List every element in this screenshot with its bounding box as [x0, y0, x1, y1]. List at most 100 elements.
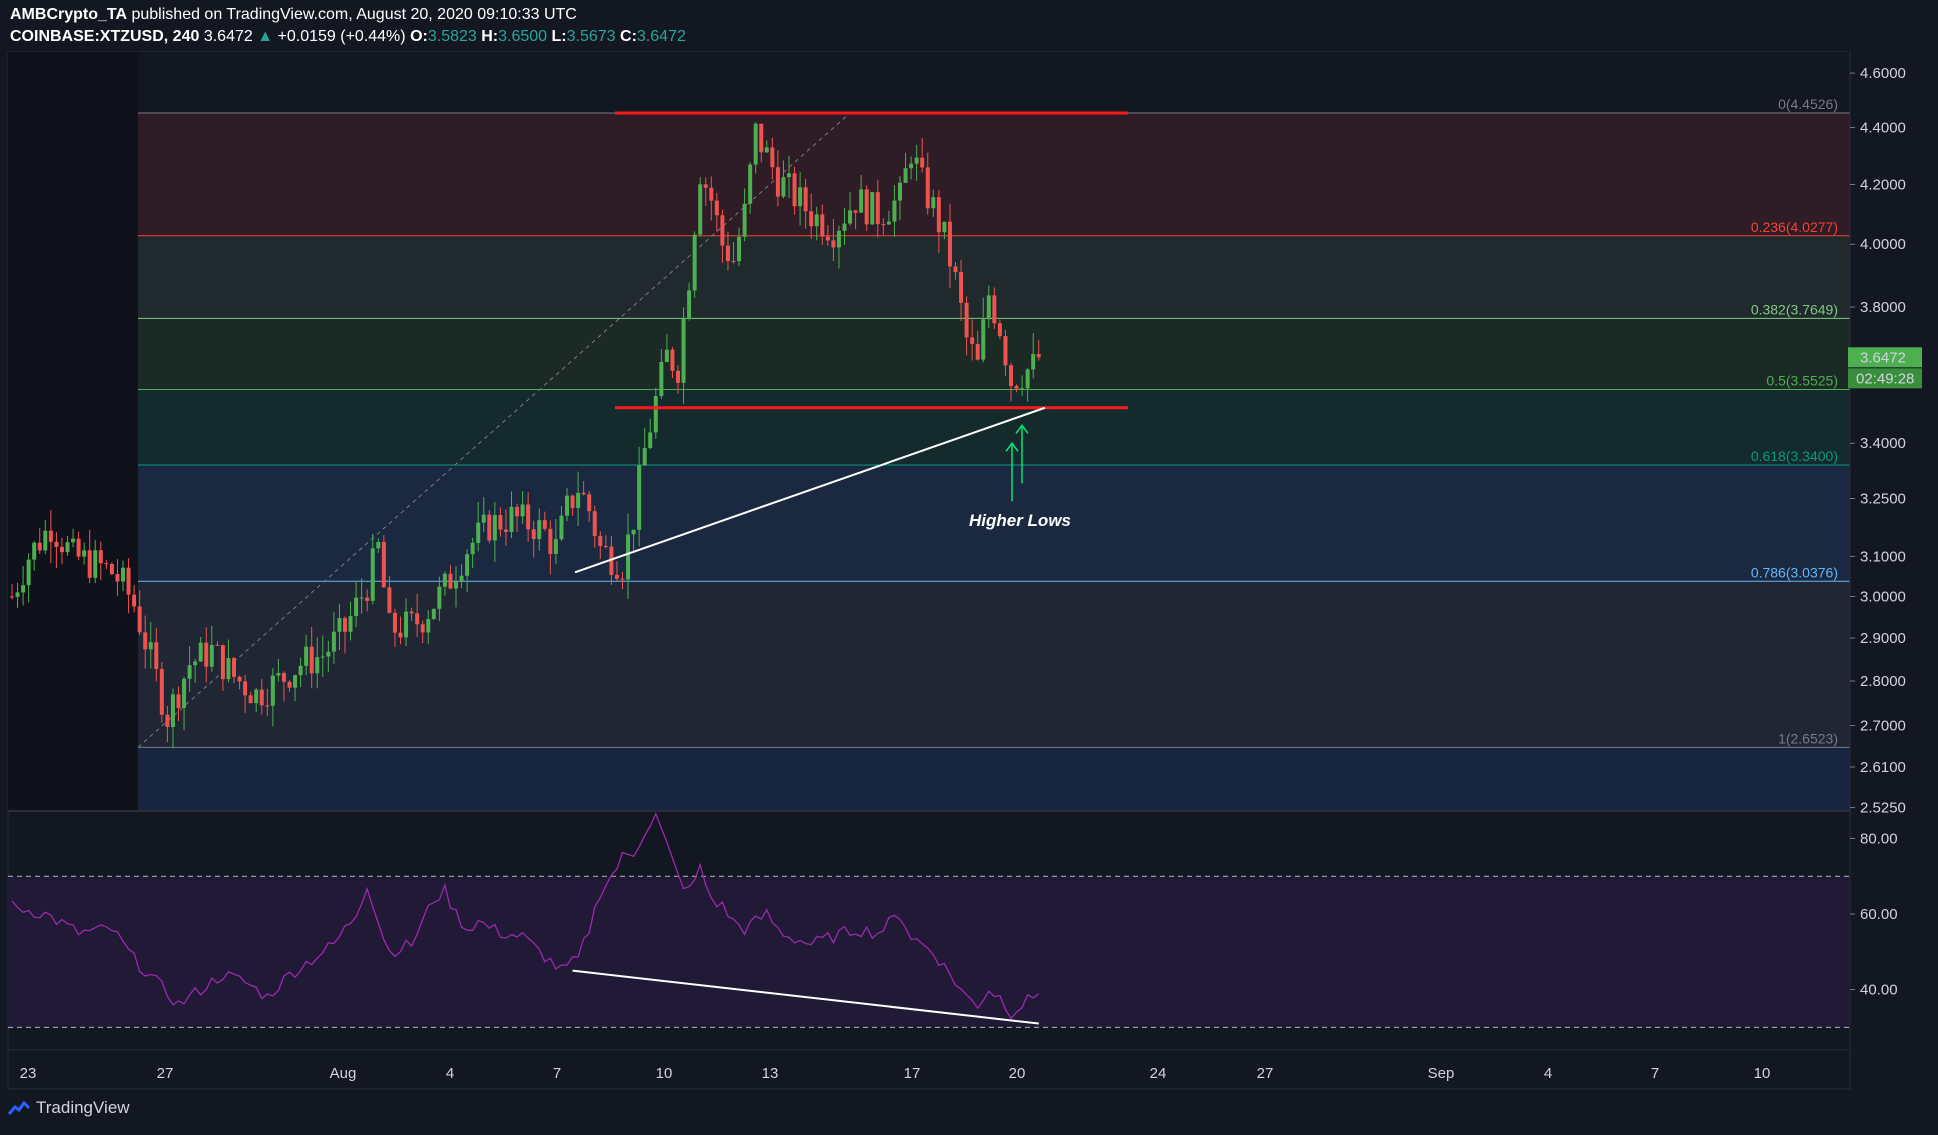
candle[interactable] — [576, 492, 581, 508]
candle[interactable] — [914, 157, 919, 164]
symbol-name[interactable]: COINBASE:XTZUSD, 240 — [10, 28, 200, 45]
rsi-line[interactable] — [11, 812, 1040, 1020]
candle[interactable] — [637, 465, 642, 530]
candle[interactable] — [298, 665, 303, 676]
candle[interactable] — [709, 187, 714, 201]
candle[interactable] — [115, 574, 120, 582]
candle[interactable] — [237, 676, 242, 682]
candle[interactable] — [642, 447, 647, 466]
candle[interactable] — [165, 714, 170, 727]
candle[interactable] — [931, 197, 936, 209]
candle[interactable] — [481, 514, 486, 523]
candle[interactable] — [831, 240, 836, 248]
candle[interactable] — [881, 224, 886, 226]
candle[interactable] — [909, 163, 914, 169]
candle[interactable] — [714, 200, 719, 216]
candle[interactable] — [32, 542, 37, 560]
candle[interactable] — [331, 631, 336, 652]
candle[interactable] — [148, 642, 153, 650]
candle[interactable] — [232, 658, 236, 677]
candle[interactable] — [87, 550, 92, 578]
candle[interactable] — [498, 515, 503, 530]
candle[interactable] — [343, 618, 347, 632]
candle[interactable] — [1036, 354, 1041, 358]
candle[interactable] — [281, 673, 286, 682]
candle[interactable] — [592, 511, 597, 537]
rsi-divergence-line[interactable] — [572, 969, 1039, 1025]
candle[interactable] — [531, 529, 536, 540]
candle[interactable] — [220, 645, 225, 680]
candle[interactable] — [692, 234, 697, 291]
candle[interactable] — [487, 514, 492, 541]
fibonacci-retracement[interactable]: 0(4.4526) 0.236(4.0277) 0.382(3.7649) 0.5(3… — [8, 52, 1850, 810]
candle[interactable] — [293, 675, 298, 688]
candle[interactable] — [226, 658, 231, 680]
candle[interactable] — [109, 563, 114, 575]
candle[interactable] — [770, 147, 775, 168]
candle[interactable] — [853, 210, 858, 213]
candle[interactable] — [348, 616, 353, 632]
candle[interactable] — [759, 123, 764, 153]
candle[interactable] — [814, 214, 819, 227]
candle[interactable] — [354, 597, 359, 617]
candle[interactable] — [465, 554, 470, 576]
publisher-name[interactable]: AMBCrypto_TA — [10, 6, 128, 23]
candle[interactable] — [82, 550, 87, 557]
candle[interactable] — [154, 642, 159, 670]
candle[interactable] — [859, 189, 864, 213]
candle[interactable] — [664, 349, 669, 362]
candle[interactable] — [526, 504, 531, 530]
candle[interactable] — [925, 167, 930, 209]
candle[interactable] — [193, 661, 198, 666]
candle[interactable] — [836, 230, 841, 248]
candle[interactable] — [437, 586, 442, 609]
countdown-tag[interactable] — [1848, 368, 1922, 389]
candle[interactable] — [10, 596, 14, 598]
candle[interactable] — [742, 203, 747, 237]
candle[interactable] — [614, 574, 619, 579]
candle[interactable] — [503, 529, 508, 532]
candle[interactable] — [248, 695, 253, 704]
candle[interactable] — [21, 585, 26, 593]
candle[interactable] — [431, 608, 436, 620]
candle[interactable] — [37, 542, 42, 551]
candle[interactable] — [309, 646, 314, 674]
candle[interactable] — [454, 582, 458, 589]
candle[interactable] — [986, 295, 991, 320]
candle[interactable] — [426, 619, 431, 633]
candle[interactable] — [553, 539, 558, 554]
candle[interactable] — [870, 192, 875, 225]
candle[interactable] — [942, 221, 947, 233]
candle[interactable] — [254, 689, 259, 704]
candle[interactable] — [542, 520, 547, 529]
candle[interactable] — [620, 578, 625, 580]
candle[interactable] — [731, 260, 736, 262]
candle[interactable] — [26, 559, 31, 586]
candle[interactable] — [798, 187, 803, 207]
candle[interactable] — [725, 245, 730, 261]
tradingview-watermark[interactable]: TradingView — [8, 1098, 130, 1118]
candle[interactable] — [121, 567, 125, 582]
candle[interactable] — [842, 223, 847, 231]
candle[interactable] — [104, 563, 109, 565]
candle[interactable] — [376, 542, 381, 549]
candle[interactable] — [565, 495, 569, 516]
candle[interactable] — [415, 613, 420, 625]
candle[interactable] — [559, 515, 564, 540]
higher-lows-trendline[interactable] — [574, 406, 1046, 574]
candle[interactable] — [420, 624, 425, 633]
candle[interactable] — [953, 266, 958, 273]
candle[interactable] — [1031, 354, 1036, 370]
candle[interactable] — [98, 550, 103, 564]
candle[interactable] — [570, 495, 575, 508]
candle[interactable] — [492, 515, 497, 541]
candle[interactable] — [65, 542, 70, 553]
candle[interactable] — [792, 173, 797, 207]
candle[interactable] — [581, 492, 586, 495]
candle[interactable] — [892, 200, 897, 222]
candle[interactable] — [159, 669, 164, 715]
candle[interactable] — [864, 189, 869, 225]
candle[interactable] — [875, 192, 880, 225]
candle[interactable] — [1020, 388, 1025, 390]
candle[interactable] — [676, 370, 680, 383]
